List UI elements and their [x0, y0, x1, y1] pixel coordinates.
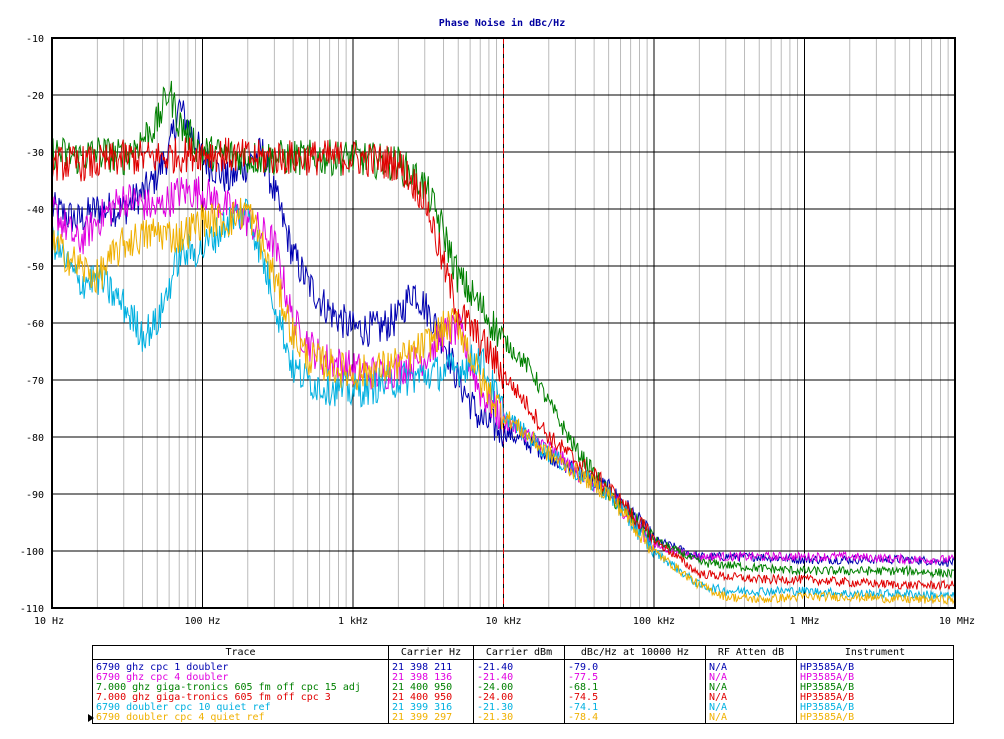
series-line-4	[51, 198, 956, 602]
legend-header-atten: RF Atten dB	[705, 645, 797, 660]
x-tick-label: 100 kHz	[633, 616, 675, 627]
y-tick-label: -30	[26, 148, 44, 159]
x-tick-label: 10 kHz	[485, 616, 521, 627]
legend-carrier-hz: 21 399 297	[388, 713, 474, 724]
y-tick-label: -80	[26, 433, 44, 444]
legend-header-trace: Trace	[92, 645, 389, 660]
legend-row[interactable]: 7.000 ghz giga-tronics 605 fm off cpc 15…	[92, 683, 954, 693]
x-tick-label: 1 kHz	[338, 616, 368, 627]
legend-instrument: HP3585A/B	[796, 693, 954, 703]
legend-dbc: -79.0	[564, 659, 706, 673]
legend-carrier-dbm: -21.30	[473, 713, 565, 724]
legend-header-carrier-hz: Carrier Hz	[388, 645, 474, 660]
legend-header-row: Trace Carrier Hz Carrier dBm dBc/Hz at 1…	[92, 645, 954, 660]
y-tick-label: -40	[26, 205, 44, 216]
legend-instrument: HP3585A/B	[796, 683, 954, 693]
plot-frame	[51, 37, 956, 609]
chart-title: Phase Noise in dBc/Hz	[439, 17, 565, 29]
x-axis-ticks: 10 Hz 100 Hz 1 kHz 10 kHz 100 kHz 1 MHz 10 MHz	[34, 616, 975, 627]
y-tick-label: -90	[26, 490, 44, 501]
legend-atten: N/A	[705, 659, 797, 673]
legend-dbc: -78.4	[564, 713, 706, 724]
legend-carrier-dbm: -21.40	[473, 659, 565, 673]
x-tick-label: 1 MHz	[789, 616, 819, 627]
legend-row[interactable]: 6790 ghz cpc 1 doubler 21 398 211 -21.40 -7…	[92, 659, 954, 673]
y-axis-ticks: -10 -20 -30 -40 -50 -60 -70 -80 -90 -100 -110	[20, 34, 44, 615]
phase-noise-chart: Phase Noise in dBc/Hz -10 -20 -30 -40 -50 -60…	[20, 17, 975, 627]
legend-header-dbc: dBc/Hz at 10000 Hz	[564, 645, 706, 660]
series-layer	[51, 80, 956, 605]
legend-instrument: HP3585A/B	[796, 659, 954, 673]
y-tick-label: -50	[26, 262, 44, 273]
legend-row[interactable]: 6790 doubler cpc 10 quiet ref 21 399 316-…	[92, 703, 954, 713]
y-tick-label: -10	[26, 34, 44, 45]
legend-row[interactable]: 6790 doubler cpc 4 quiet ref 21 399 297 -2…	[92, 713, 954, 724]
series-line-5	[51, 197, 956, 605]
legend-instrument: HP3585A/B	[796, 673, 954, 683]
legend-table: Trace Carrier Hz Carrier dBm dBc/Hz at 1…	[92, 645, 954, 724]
x-tick-label: 10 Hz	[34, 616, 64, 627]
legend-atten: N/A	[705, 713, 797, 724]
legend-carrier-hz: 21 398 211	[388, 659, 474, 673]
y-tick-label: -110	[20, 604, 44, 615]
selected-row-marker-icon	[88, 714, 94, 722]
legend-trace-name: 6790 doubler cpc 4 quiet ref	[92, 713, 389, 724]
legend-header-instrument: Instrument	[796, 645, 954, 660]
legend-instrument: HP3585A/B	[796, 703, 954, 713]
legend-instrument: HP3585A/B	[796, 713, 954, 724]
y-tick-label: -70	[26, 376, 44, 387]
x-tick-label: 10 MHz	[939, 616, 975, 627]
series-line-3	[51, 137, 956, 591]
series-line-2	[51, 80, 956, 579]
legend-trace-name: 6790 ghz cpc 1 doubler	[92, 659, 389, 673]
legend-header-carrier-dbm: Carrier dBm	[473, 645, 565, 660]
y-tick-label: -60	[26, 319, 44, 330]
legend-row[interactable]: 6790 ghz cpc 4 doubler 21 398 136 -21.40 -7…	[92, 673, 954, 683]
y-tick-label: -100	[20, 547, 44, 558]
y-tick-label: -20	[26, 91, 44, 102]
x-tick-label: 100 Hz	[184, 616, 220, 627]
